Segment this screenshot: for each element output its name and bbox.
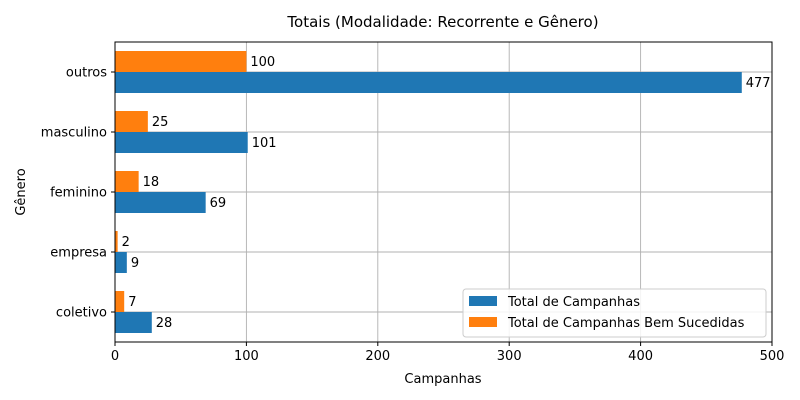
bar-coletivo-series-1 <box>115 312 152 333</box>
x-axis-label: Campanhas <box>404 372 481 387</box>
y-tick-label: masculino <box>41 126 107 141</box>
y-tick-label: outros <box>66 66 107 81</box>
bar-empresa-series-1 <box>115 252 127 273</box>
x-tick-label: 200 <box>365 349 390 364</box>
data-label-outros-series-1: 477 <box>746 76 771 91</box>
x-axis-ticks: 0 100 200 300 400 500 <box>111 342 785 364</box>
bar-masculino-series-1 <box>115 132 248 153</box>
legend-label-series-2: Total de Campanhas Bem Sucedidas <box>507 316 745 331</box>
y-axis-ticks: coletivo empresa feminino masculino outros <box>41 66 115 321</box>
data-label-coletivo-series-2: 7 <box>128 295 136 310</box>
bar-empresa-series-2 <box>115 231 118 252</box>
y-axis-label: Gênero <box>14 168 29 215</box>
y-tick-label: feminino <box>50 186 107 201</box>
x-tick-label: 400 <box>628 349 653 364</box>
bar-masculino-series-2 <box>115 111 148 132</box>
bar-coletivo-series-2 <box>115 291 125 312</box>
data-label-feminino-series-1: 69 <box>210 196 227 211</box>
bars <box>115 51 742 333</box>
legend-box <box>462 288 767 338</box>
x-tick-label: 100 <box>234 349 259 364</box>
data-label-masculino-series-2: 25 <box>152 115 169 130</box>
data-label-outros-series-2: 100 <box>250 55 275 70</box>
x-tick-label: 500 <box>760 349 785 364</box>
legend: Total de Campanhas Total de Campanhas Bem… <box>462 288 767 338</box>
legend-swatch-series-1 <box>469 296 497 306</box>
bar-feminino-series-1 <box>115 192 206 213</box>
legend-label-series-1: Total de Campanhas <box>507 295 640 310</box>
data-label-masculino-series-1: 101 <box>252 136 277 151</box>
x-tick-label: 300 <box>497 349 522 364</box>
chart-title: Totais (Modalidade: Recorrente e Gênero) <box>286 13 598 31</box>
data-label-coletivo-series-1: 28 <box>156 316 173 331</box>
data-labels: 28 7 92 69 18 101 25 477 100 <box>122 55 771 331</box>
y-tick-label: coletivo <box>56 306 107 321</box>
bar-feminino-series-2 <box>115 171 139 192</box>
legend-swatch-series-2 <box>469 317 497 327</box>
data-label-feminino-series-2: 18 <box>143 175 160 190</box>
bar-outros-series-2 <box>115 51 247 72</box>
y-tick-label: empresa <box>50 246 107 261</box>
data-label-empresa-series-2: 2 <box>122 235 130 250</box>
bar-outros-series-1 <box>115 72 742 93</box>
x-tick-label: 0 <box>111 349 119 364</box>
data-label-empresa-series-1: 9 <box>131 256 139 271</box>
